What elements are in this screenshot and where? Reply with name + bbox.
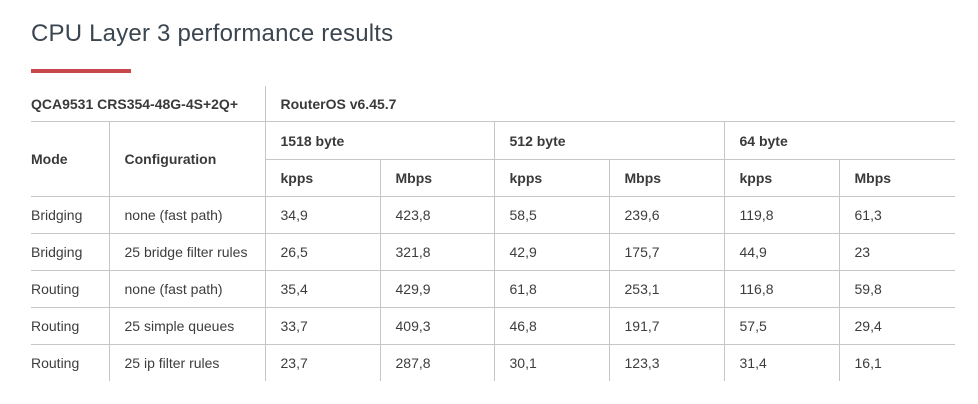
value-cell: 61,8 <box>493 270 609 308</box>
value-cell: 26,5 <box>264 233 380 271</box>
version-header: RouterOS v6.45.7 <box>264 86 955 122</box>
value-cell: 175,7 <box>608 233 724 271</box>
config-header: Configuration <box>108 121 265 197</box>
value-cell: 409,3 <box>379 307 494 345</box>
mode-cell: Routing <box>31 307 109 345</box>
unit-header: Mbps <box>379 159 494 197</box>
value-cell: 46,8 <box>493 307 609 345</box>
value-cell: 30,1 <box>493 344 609 381</box>
packet-size-header: 1518 byte <box>264 121 494 160</box>
config-cell: none (fast path) <box>108 270 265 308</box>
value-cell: 123,3 <box>608 344 724 381</box>
table-row: Bridging 25 bridge filter rules 26,5 321,8 4… <box>31 233 955 271</box>
value-cell: 44,9 <box>723 233 839 271</box>
config-cell: none (fast path) <box>108 196 265 234</box>
unit-header: Mbps <box>838 159 955 197</box>
value-cell: 423,8 <box>379 196 494 234</box>
mode-cell: Bridging <box>31 233 109 271</box>
performance-table: QCA9531 CRS354-48G-4S+2Q+ RouterOS v6.45… <box>31 86 955 381</box>
value-cell: 23,7 <box>264 344 380 381</box>
page-title: CPU Layer 3 performance results <box>31 20 394 47</box>
unit-header: kpps <box>723 159 839 197</box>
value-cell: 35,4 <box>264 270 380 308</box>
value-cell: 58,5 <box>493 196 609 234</box>
packet-size-header: 64 byte <box>723 121 955 160</box>
unit-header: kpps <box>264 159 380 197</box>
value-cell: 287,8 <box>379 344 494 381</box>
value-cell: 119,8 <box>723 196 839 234</box>
value-cell: 23 <box>838 233 955 271</box>
value-cell: 34,9 <box>264 196 380 234</box>
config-cell: 25 bridge filter rules <box>108 233 265 271</box>
config-cell: 25 ip filter rules <box>108 344 265 381</box>
table-row: Routing 25 ip filter rules 23,7 287,8 30,1 12… <box>31 344 955 381</box>
unit-header: Mbps <box>608 159 724 197</box>
config-cell: 25 simple queues <box>108 307 265 345</box>
mode-cell: Routing <box>31 270 109 308</box>
value-cell: 31,4 <box>723 344 839 381</box>
unit-header: kpps <box>493 159 609 197</box>
value-cell: 61,3 <box>838 196 955 234</box>
value-cell: 191,7 <box>608 307 724 345</box>
value-cell: 42,9 <box>493 233 609 271</box>
table-row: Routing 25 simple queues 33,7 409,3 46,8 191,… <box>31 307 955 345</box>
value-cell: 29,4 <box>838 307 955 345</box>
title-underline <box>31 69 131 73</box>
value-cell: 239,6 <box>608 196 724 234</box>
mode-header: Mode <box>31 121 109 197</box>
table-row: Routing none (fast path) 35,4 429,9 61,8 253,… <box>31 270 955 308</box>
value-cell: 253,1 <box>608 270 724 308</box>
value-cell: 33,7 <box>264 307 380 345</box>
table-row: Bridging none (fast path) 34,9 423,8 58,5 239… <box>31 196 955 234</box>
device-header: QCA9531 CRS354-48G-4S+2Q+ <box>31 86 265 122</box>
value-cell: 321,8 <box>379 233 494 271</box>
value-cell: 59,8 <box>838 270 955 308</box>
mode-cell: Bridging <box>31 196 109 234</box>
value-cell: 429,9 <box>379 270 494 308</box>
value-cell: 16,1 <box>838 344 955 381</box>
value-cell: 116,8 <box>723 270 839 308</box>
value-cell: 57,5 <box>723 307 839 345</box>
packet-size-header: 512 byte <box>493 121 724 160</box>
mode-cell: Routing <box>31 355 80 371</box>
